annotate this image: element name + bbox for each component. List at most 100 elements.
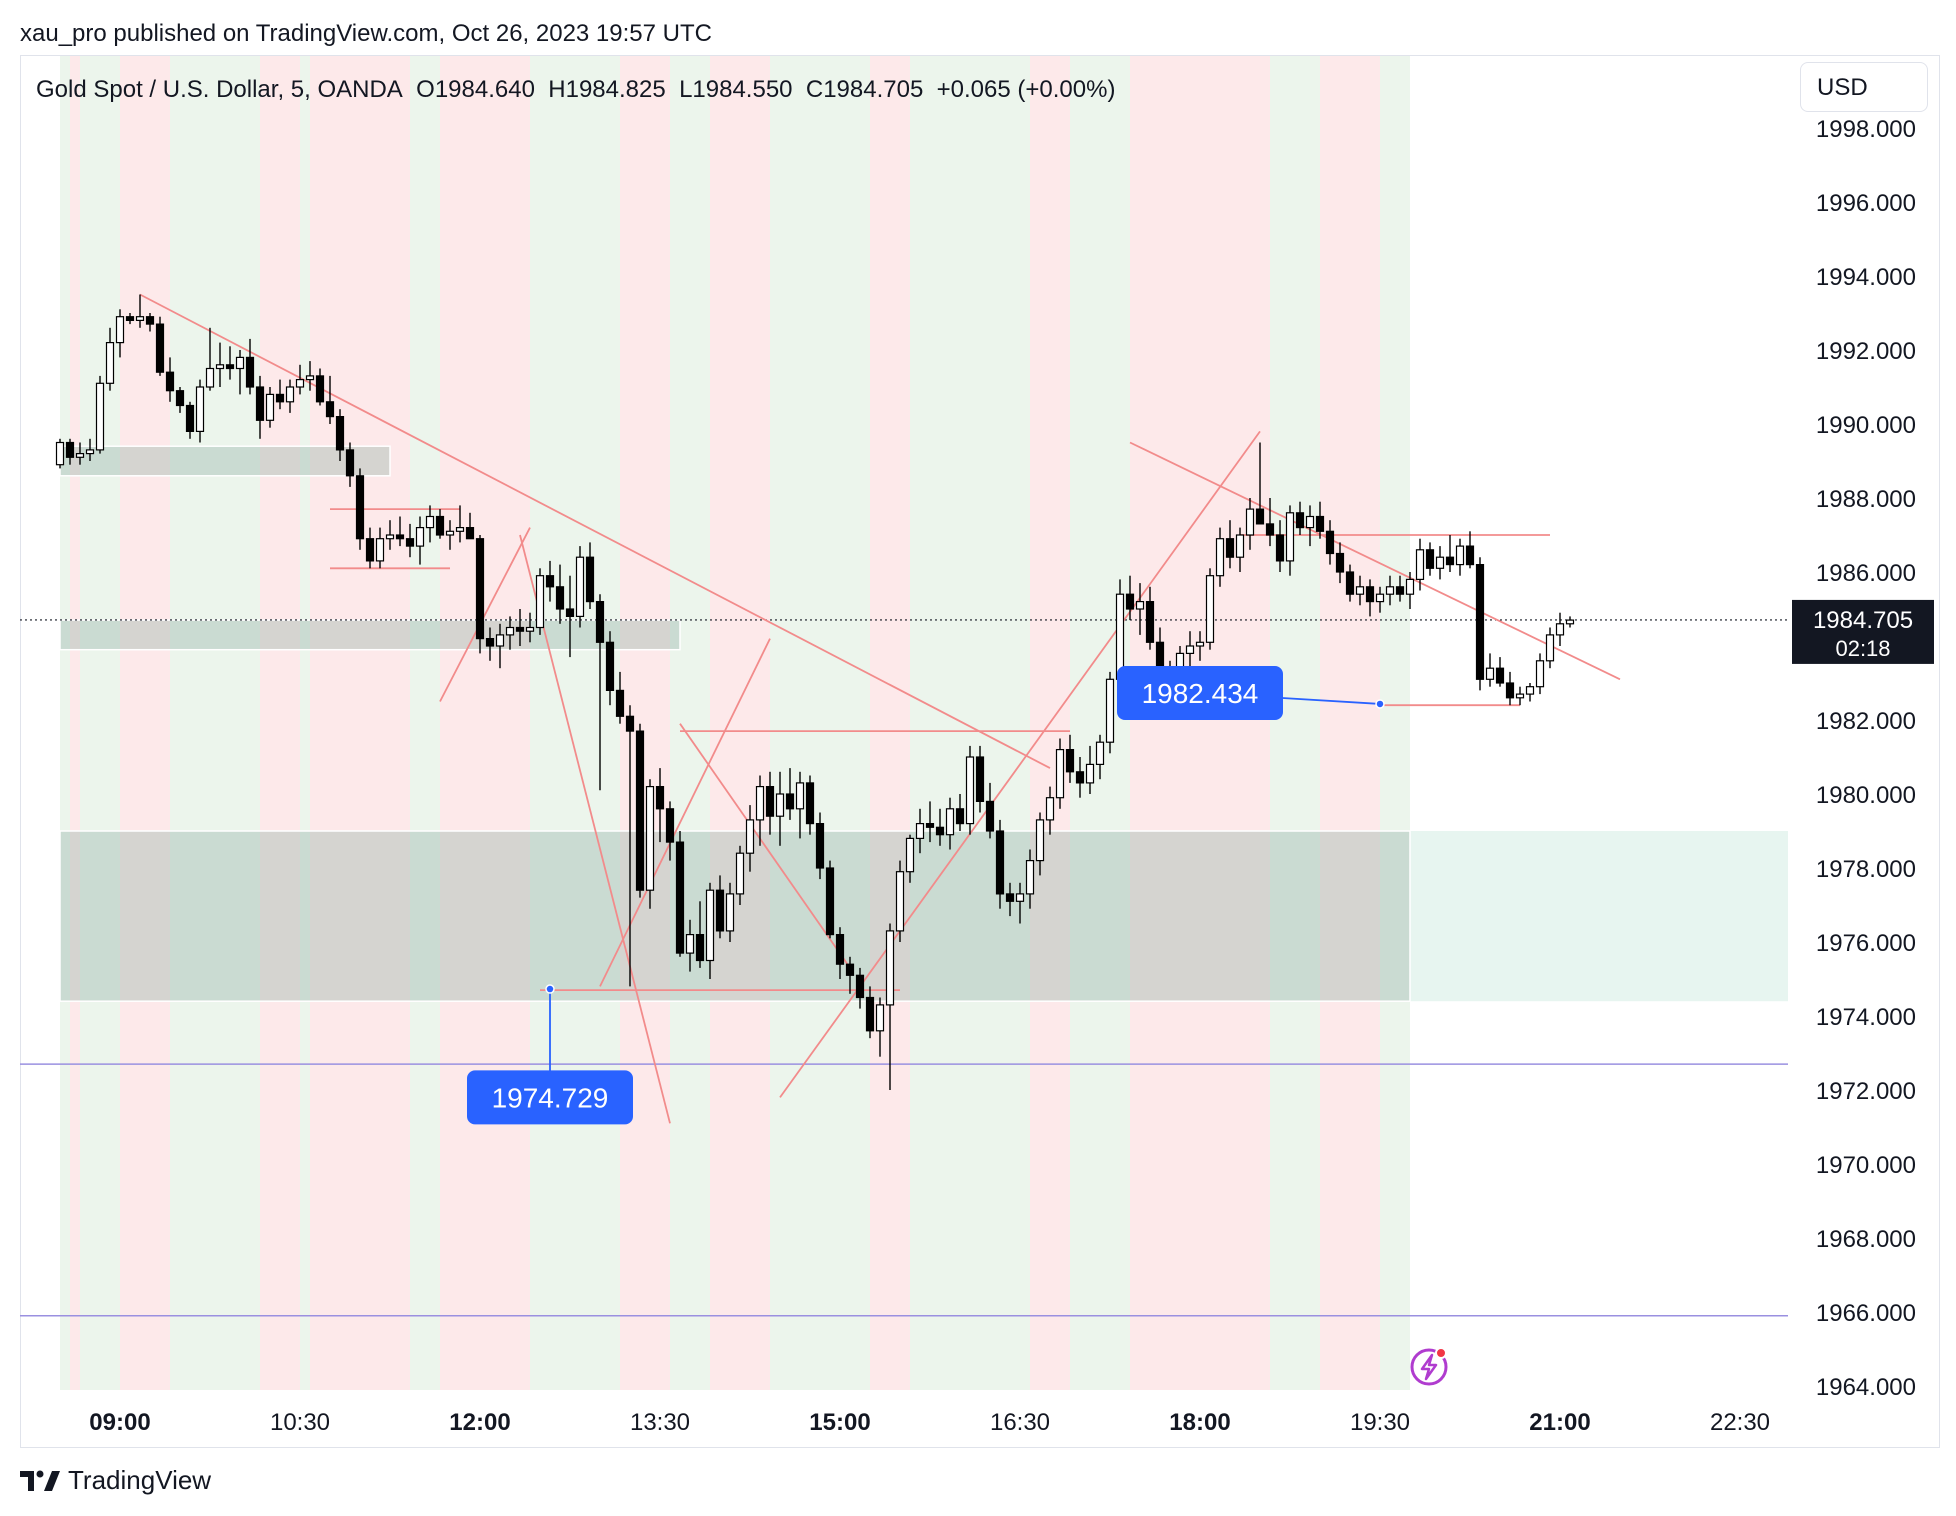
session-band bbox=[410, 56, 440, 1390]
candle-body bbox=[975, 756, 985, 803]
price-tick-label: 1976.000 bbox=[1816, 930, 1916, 957]
candle-body bbox=[535, 575, 545, 629]
candle-body bbox=[325, 401, 335, 418]
chart-frame bbox=[20, 55, 1940, 1448]
candle-body bbox=[465, 526, 475, 540]
candle-body bbox=[1095, 741, 1105, 766]
price-tick-label: 1982.000 bbox=[1816, 708, 1916, 735]
candle-body bbox=[165, 371, 175, 392]
legend-high: H1984.825 bbox=[548, 76, 666, 103]
time-tick-label: 16:30 bbox=[990, 1409, 1050, 1436]
price-tick-label: 1992.000 bbox=[1816, 338, 1916, 365]
trendline bbox=[519, 534, 671, 1124]
candle-body bbox=[775, 793, 785, 817]
candle-body bbox=[985, 800, 995, 832]
candle-body bbox=[1065, 748, 1075, 773]
price-tick-label: 1974.000 bbox=[1816, 1004, 1916, 1031]
session-band bbox=[120, 56, 170, 1390]
price-tick-label: 1980.000 bbox=[1816, 782, 1916, 809]
candle-body bbox=[995, 830, 1005, 895]
candle-body bbox=[115, 316, 125, 344]
candle-body bbox=[55, 441, 65, 466]
lightning-alert-icon[interactable] bbox=[1408, 1345, 1450, 1387]
candle-body bbox=[565, 608, 575, 618]
candle-body bbox=[1465, 545, 1475, 566]
price-tick-label: 1988.000 bbox=[1816, 486, 1916, 513]
candle-body bbox=[545, 575, 555, 588]
candle-body bbox=[445, 530, 455, 536]
session-band bbox=[70, 56, 80, 1390]
time-tick-label: 10:30 bbox=[270, 1409, 330, 1436]
candle-body bbox=[155, 323, 165, 373]
price-tick-label: 1966.000 bbox=[1816, 1300, 1916, 1327]
candle-body bbox=[1345, 571, 1355, 595]
candle-body bbox=[1255, 508, 1265, 525]
candle-body bbox=[1505, 682, 1515, 699]
session-band bbox=[710, 56, 770, 1390]
candle-body bbox=[955, 808, 965, 825]
trendline bbox=[599, 638, 771, 987]
price-tick-label: 1994.000 bbox=[1816, 264, 1916, 291]
price-callouts: 1974.729 1982.434 bbox=[467, 665, 1385, 1125]
session-band bbox=[870, 56, 910, 1390]
callout-box bbox=[467, 1070, 633, 1125]
candle-body bbox=[1145, 600, 1155, 643]
candle-body bbox=[65, 441, 75, 458]
candle-body bbox=[1005, 893, 1015, 902]
legend-low: L1984.550 bbox=[679, 76, 793, 103]
price-tick-label: 1970.000 bbox=[1816, 1152, 1916, 1179]
candle-body bbox=[75, 453, 85, 458]
candle-body bbox=[885, 930, 895, 1006]
session-band bbox=[440, 56, 530, 1390]
candle-body bbox=[485, 637, 495, 647]
candle-body bbox=[85, 449, 95, 455]
price-tick-label: 1986.000 bbox=[1816, 560, 1916, 587]
session-band bbox=[1380, 56, 1410, 1390]
candle-body bbox=[1135, 600, 1145, 610]
candle-body bbox=[1435, 556, 1445, 569]
candle-body bbox=[615, 689, 625, 717]
candle-body bbox=[635, 730, 645, 891]
candle-body bbox=[1415, 549, 1425, 580]
candle-body bbox=[875, 1004, 885, 1032]
candle-body bbox=[105, 342, 115, 384]
trendline bbox=[679, 723, 851, 969]
candle-body bbox=[1265, 523, 1275, 536]
currency-button[interactable]: USD bbox=[1800, 62, 1928, 112]
candle-body bbox=[895, 871, 905, 932]
candle-body bbox=[1475, 563, 1485, 680]
candle-body bbox=[745, 819, 755, 854]
candle-body bbox=[1365, 586, 1375, 603]
time-tick-label: 15:00 bbox=[809, 1409, 870, 1436]
candle-body bbox=[1045, 797, 1055, 821]
candle-body bbox=[1535, 660, 1545, 688]
candle-body bbox=[185, 404, 195, 432]
candle-body bbox=[1015, 893, 1025, 902]
time-tick-label: 13:30 bbox=[630, 1409, 690, 1436]
candle-body bbox=[1105, 678, 1115, 743]
price-tick-label: 1964.000 bbox=[1816, 1374, 1916, 1401]
callout-label: 1974.729 bbox=[492, 1082, 609, 1113]
candle-body bbox=[255, 386, 265, 421]
candle-body bbox=[505, 626, 515, 636]
candle-body bbox=[335, 416, 345, 451]
candle-body bbox=[1385, 586, 1395, 595]
candle-body bbox=[175, 390, 185, 407]
candle-body bbox=[145, 316, 155, 325]
candle-body bbox=[1525, 686, 1535, 695]
session-band bbox=[770, 56, 870, 1390]
candle-body bbox=[1215, 538, 1225, 577]
candle-body bbox=[835, 933, 845, 965]
candle-body bbox=[375, 538, 385, 562]
price-tick-label: 1990.000 bbox=[1816, 412, 1916, 439]
zone-box bbox=[60, 831, 1788, 1002]
candle-body bbox=[405, 538, 415, 547]
candle-body bbox=[1485, 667, 1495, 680]
session-band bbox=[310, 56, 410, 1390]
candle-body bbox=[1295, 512, 1305, 529]
trendline bbox=[139, 293, 1051, 769]
candle-body bbox=[965, 756, 975, 825]
candle-body bbox=[1455, 545, 1465, 566]
candle-body bbox=[1035, 819, 1045, 862]
